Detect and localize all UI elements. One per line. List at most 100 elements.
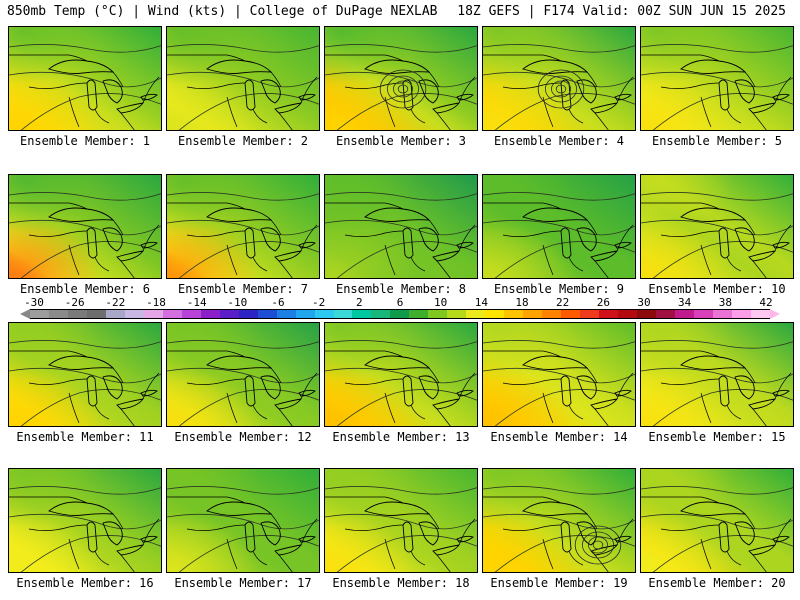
colorbar-segment (371, 310, 391, 318)
lake-outline (456, 93, 474, 101)
boundary-line (344, 378, 404, 385)
temperature-field-svg (483, 175, 635, 278)
lake-outline (102, 521, 123, 546)
boundary-line (252, 404, 268, 420)
ensemble-member-label: Ensemble Member: 4 (493, 134, 625, 148)
lake-outline (206, 355, 273, 370)
lake-outline (734, 227, 755, 252)
lake-outline (116, 102, 145, 114)
boundary-line (726, 404, 742, 420)
lake-outline (560, 79, 572, 111)
lake-outline (48, 59, 115, 74)
lake-outline (748, 102, 777, 114)
colorbar-segment (599, 310, 619, 318)
lake-outline (274, 102, 303, 114)
ensemble-member-label: Ensemble Member: 9 (493, 282, 625, 296)
colorbar-segment (731, 310, 751, 318)
boundary-line (428, 513, 440, 530)
temperature-field-svg (641, 175, 793, 278)
lake-outline (576, 227, 597, 252)
lake-outline (734, 79, 755, 104)
colorbar-segment (447, 310, 467, 318)
height-contour (652, 93, 793, 130)
boundary-line (325, 202, 404, 210)
boundary-line (744, 71, 756, 88)
boundary-line (700, 392, 712, 424)
lake-outline (560, 227, 572, 259)
lake-outline (48, 355, 115, 370)
height-contour (20, 389, 161, 426)
colorbar-segment (257, 310, 277, 318)
lake-outline (364, 355, 431, 370)
ensemble-member-label: Ensemble Member: 11 (16, 430, 154, 444)
lake-outline (140, 241, 158, 249)
height-contour (641, 44, 793, 53)
low-pressure-contour (555, 84, 567, 94)
lake-outline (116, 544, 145, 556)
boundary-line (112, 513, 124, 530)
boundary-line (428, 71, 440, 88)
lake-outline (244, 375, 256, 407)
lake-outline (772, 241, 790, 249)
boundary-line (641, 350, 720, 358)
low-pressure-contour (387, 75, 420, 103)
boundary-line (278, 112, 293, 130)
lake-outline (718, 521, 730, 553)
ensemble-member-map (8, 468, 162, 573)
ensemble-member-label: Ensemble Member: 17 (174, 576, 312, 590)
height-contour (178, 241, 319, 278)
colorbar-segment (124, 310, 144, 318)
boundary-line (660, 230, 720, 237)
colorbar-segment (48, 310, 68, 318)
height-contour (167, 340, 319, 349)
temperature-field-svg (9, 469, 161, 572)
low-pressure-contour (393, 80, 414, 98)
colorbar-segment (276, 310, 296, 318)
temperature-field-svg (641, 323, 793, 426)
lake-outline (206, 59, 273, 74)
height-contour (494, 389, 635, 426)
ensemble-member-map (166, 26, 320, 131)
boundary-line (28, 230, 88, 237)
boundary-line (167, 350, 246, 358)
lake-outline (298, 93, 316, 101)
lake-outline (260, 375, 281, 400)
boundary-line (112, 71, 124, 88)
boundary-line (384, 244, 396, 276)
boundary-line (278, 408, 293, 426)
colorbar-segment (655, 310, 675, 318)
boundary-line (120, 408, 135, 426)
ensemble-member-label: Ensemble Member: 19 (490, 576, 628, 590)
boundary-line (428, 219, 440, 236)
colorbar-segment (143, 310, 163, 318)
colorbar-segment (200, 310, 220, 318)
colorbar-segment (181, 310, 201, 318)
temperature-field-svg (483, 469, 635, 572)
temperature-field-svg (9, 27, 161, 130)
lake-outline (748, 398, 777, 410)
lake-outline (614, 93, 632, 101)
height-contour (325, 192, 477, 201)
colorbar-tick-label: -14 (186, 296, 207, 309)
lake-outline (274, 398, 303, 410)
ensemble-member-map (8, 322, 162, 427)
colorbar-segment (86, 310, 106, 318)
boundary-line (410, 108, 426, 124)
colorbar-tick-label: -26 (64, 296, 85, 309)
ensemble-member-label: Ensemble Member: 14 (490, 430, 628, 444)
boundary-line (568, 256, 584, 272)
colorbar-segment (314, 310, 334, 318)
boundary-line (28, 524, 88, 531)
lake-outline (102, 79, 123, 104)
boundary-line (94, 108, 110, 124)
colorbar-segment (750, 310, 770, 318)
temperature-field-svg (483, 323, 635, 426)
lake-outline (86, 227, 98, 259)
boundary-line (726, 108, 742, 124)
lake-outline (86, 375, 98, 407)
boundary-line (252, 550, 268, 566)
boundary-line (660, 524, 720, 531)
boundary-line (502, 230, 562, 237)
height-contour (483, 486, 635, 495)
ensemble-member-map (166, 468, 320, 573)
